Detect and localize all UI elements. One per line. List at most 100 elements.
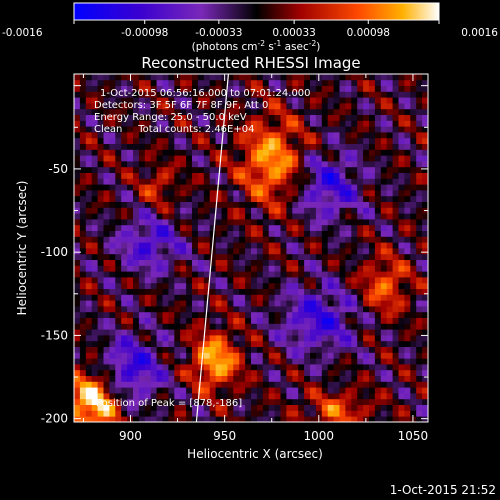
heatmap-cell (209, 184, 216, 191)
heatmap-cell (233, 381, 240, 388)
heatmap-cell (79, 85, 87, 92)
heatmap-cell (203, 132, 211, 139)
heatmap-cell (150, 149, 157, 156)
heatmap-cell (357, 271, 364, 278)
heatmap-cell (392, 79, 399, 86)
heatmap-cell (186, 381, 193, 388)
heatmap-cell (274, 213, 281, 220)
heatmap-cell (138, 201, 146, 208)
heatmap-cell (392, 184, 399, 191)
heatmap-cell (374, 184, 382, 191)
heatmap-cell (85, 79, 93, 86)
heatmap-cell (233, 166, 240, 173)
heatmap-cell (192, 364, 199, 371)
heatmap-cell (274, 195, 281, 202)
heatmap-cell (192, 91, 199, 98)
heatmap-cell (180, 120, 187, 127)
heatmap-cell (239, 178, 246, 185)
heatmap-cell (416, 311, 423, 318)
heatmap-cell (327, 300, 334, 307)
heatmap-cell (410, 236, 417, 243)
heatmap-cell (144, 126, 152, 133)
heatmap-cell (233, 219, 240, 226)
heatmap-cell (404, 97, 411, 104)
heatmap-cell (310, 242, 317, 249)
heatmap-cell (221, 201, 228, 208)
heatmap-cell (345, 369, 352, 376)
heatmap-cell (262, 294, 270, 301)
heatmap-cell (233, 340, 240, 347)
heatmap-cell (197, 248, 205, 255)
heatmap-cell (138, 271, 146, 278)
heatmap-cell (144, 277, 152, 284)
heatmap-cell (91, 120, 98, 127)
heatmap-cell (227, 369, 234, 376)
heatmap-cell (127, 346, 134, 353)
heatmap-cell (74, 253, 81, 260)
heatmap-cell (127, 358, 134, 365)
heatmap-cell (298, 190, 305, 197)
heatmap-cell (150, 242, 157, 249)
heatmap-cell (103, 97, 110, 104)
heatmap-cell (274, 248, 281, 255)
heatmap-cell (115, 404, 122, 411)
heatmap-cell (292, 311, 299, 318)
heatmap-cell (392, 172, 399, 179)
heatmap-cell (315, 335, 323, 342)
heatmap-cell (209, 114, 216, 121)
heatmap-cell (97, 311, 104, 318)
heatmap-cell (357, 398, 364, 405)
heatmap-cell (168, 398, 175, 405)
heatmap-cell (227, 317, 234, 324)
heatmap-cell (97, 381, 104, 388)
heatmap-cell (197, 271, 205, 278)
heatmap-cell (386, 103, 393, 110)
heatmap-cell (115, 300, 122, 307)
heatmap-cell (304, 207, 311, 214)
heatmap-cell (339, 172, 346, 179)
heatmap-cell (115, 161, 122, 168)
heatmap-cell (97, 207, 104, 214)
heatmap-cell (162, 288, 169, 295)
heatmap-cell (345, 166, 352, 173)
heatmap-cell (339, 97, 346, 104)
heatmap-cell (144, 364, 152, 371)
heatmap-cell (374, 126, 382, 133)
heatmap-cell (85, 358, 93, 365)
heatmap-cell (292, 393, 299, 400)
heatmap-cell (233, 172, 240, 179)
heatmap-cell (416, 143, 423, 150)
heatmap-cell (304, 381, 311, 388)
heatmap-cell (203, 393, 211, 400)
heatmap-cell (351, 404, 358, 411)
heatmap-cell (227, 253, 234, 260)
heatmap-cell (109, 369, 116, 376)
heatmap-cell (251, 91, 258, 98)
heatmap-cell (162, 410, 169, 417)
heatmap-cell (398, 364, 405, 371)
heatmap-cell (268, 404, 275, 411)
heatmap-cell (404, 184, 411, 191)
heatmap-cell (97, 166, 104, 173)
heatmap-cell (363, 277, 370, 284)
heatmap-cell (233, 253, 240, 260)
heatmap-cell (162, 236, 169, 243)
heatmap-cell (138, 190, 146, 197)
heatmap-cell (262, 166, 270, 173)
heatmap-cell (203, 236, 211, 243)
heatmap-cell (174, 410, 181, 417)
heatmap-cell (256, 416, 264, 422)
heatmap-cell (333, 172, 340, 179)
heatmap-cell (380, 190, 388, 197)
heatmap-cell (109, 294, 116, 301)
heatmap-cell (339, 120, 346, 127)
heatmap-cell (168, 207, 175, 214)
heatmap-cell (298, 271, 305, 278)
heatmap-cell (144, 265, 152, 272)
heatmap-cell (310, 236, 317, 243)
heatmap-cell (363, 410, 370, 417)
heatmap-cell (422, 294, 428, 301)
heatmap-cell (292, 317, 299, 324)
heatmap-cell (251, 352, 258, 359)
heatmap-cell (357, 253, 364, 260)
